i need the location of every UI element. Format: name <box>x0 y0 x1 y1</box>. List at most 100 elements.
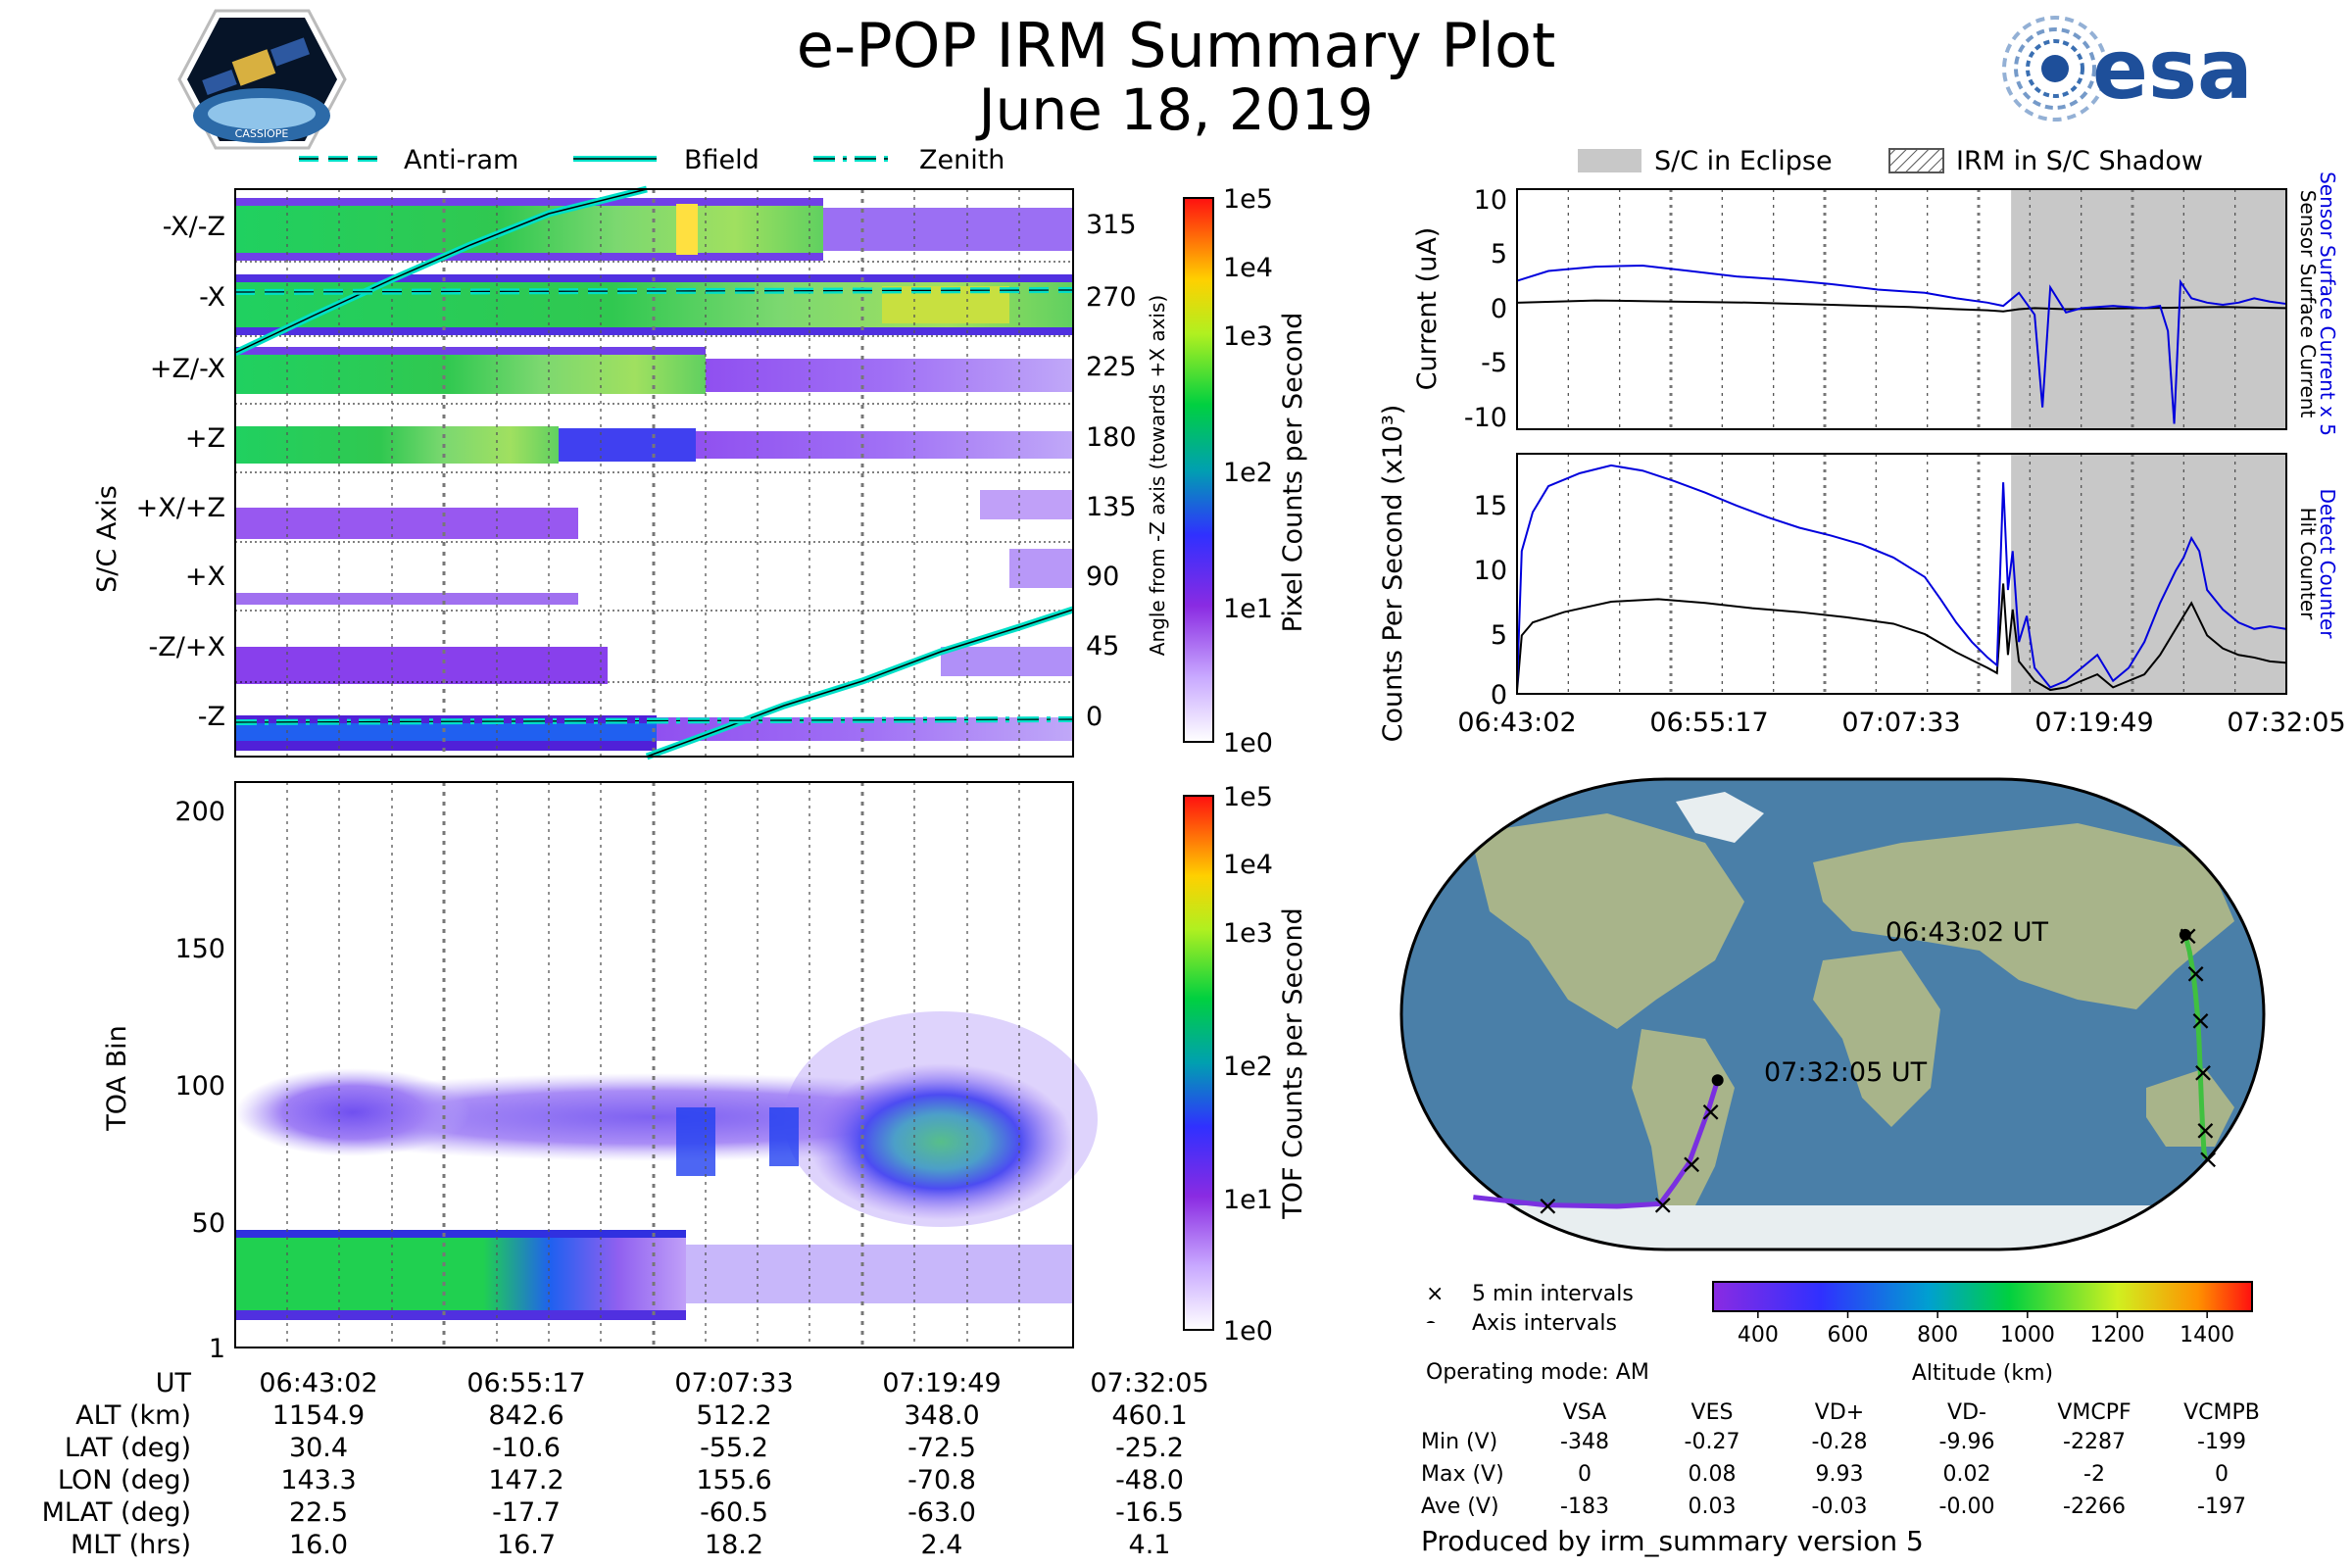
cb-tick: 1e4 <box>1223 253 1273 283</box>
ephemeris-cell: 07:32:05 <box>1090 1368 1209 1398</box>
voltage-cell: -2266 <box>2063 1494 2126 1519</box>
counts-plot <box>1516 453 2287 695</box>
ephemeris-cell: -72.5 <box>907 1433 976 1463</box>
voltage-row-label: Min (V) <box>1421 1430 1498 1454</box>
pixel-colorbar-label: Pixel Counts per Second <box>1278 313 1308 633</box>
five-min-marker: × <box>1699 1096 1722 1128</box>
tof-heatmap-area <box>234 781 1098 1348</box>
altitude-tick: 800 <box>1917 1323 1958 1348</box>
voltage-row-label: Ave (V) <box>1421 1494 1499 1519</box>
ephemeris-table: UT 06:43:02 06:55:17 07:07:33 07:19:49 07:32:… <box>29 1367 1253 1561</box>
voltage-cell: -199 <box>2197 1430 2246 1454</box>
angle-tick: 45 <box>1086 631 1119 662</box>
altitude-tick: 1200 <box>2090 1323 2145 1348</box>
ground-track-map: ×××××××××× 06:43:02 UT 07:32:05 UT × 5 m… <box>1399 777 2266 1323</box>
voltage-cell: -183 <box>1560 1494 1609 1519</box>
ephemeris-cell: -25.2 <box>1115 1433 1184 1463</box>
voltage-header: VD+ <box>1814 1400 1865 1425</box>
sc-axis-ylabel: S/C Axis <box>92 485 122 593</box>
cnt-tick: 0 <box>1491 680 1507 710</box>
ephemeris-cell: 2.4 <box>920 1530 963 1560</box>
ephemeris-row-label: UT <box>155 1368 191 1398</box>
altitude-tick: 1400 <box>2180 1323 2234 1348</box>
track-start-label: 06:43:02 UT <box>1886 917 2049 948</box>
ephemeris-cell: -16.5 <box>1115 1497 1184 1528</box>
cb-tick: 1e4 <box>1223 850 1273 880</box>
voltage-header: VSA <box>1562 1400 1607 1425</box>
ephemeris-cell: 143.3 <box>280 1465 357 1495</box>
ephemeris-cell: -55.2 <box>700 1433 768 1463</box>
angle-ticks: 315 270 225 180 135 90 45 0 <box>1086 210 1137 732</box>
track-segment-east <box>2182 934 2208 1159</box>
track-segment-west <box>1473 1079 1721 1209</box>
cur-black-series <box>1516 299 2286 313</box>
toa-tick: 100 <box>174 1071 225 1102</box>
cb-tick: 1e5 <box>1223 782 1273 812</box>
cb-tick: 1e2 <box>1223 458 1273 488</box>
cassiope-logo: CASSIOPE <box>177 9 347 150</box>
ephemeris-cell: 842.6 <box>488 1400 564 1431</box>
black-current-label: Sensor Surface Current <box>2296 190 2320 418</box>
legend-eclipse: S/C in Eclipse <box>1654 146 1833 176</box>
cur-blue-series <box>1516 264 2286 424</box>
track-end-label: 07:32:05 UT <box>1764 1057 1928 1088</box>
angle-tick: 270 <box>1086 282 1137 313</box>
operating-mode: Operating mode: AM <box>1426 1360 1649 1385</box>
plot-title: e-POP IRM Summary Plot <box>796 10 1556 81</box>
hit-counter-label: Hit Counter <box>2296 508 2320 620</box>
voltage-cell: -348 <box>1560 1430 1609 1454</box>
ephemeris-cell: 512.2 <box>696 1400 772 1431</box>
ground-track <box>1473 934 2208 1209</box>
ephemeris-cell: 16.7 <box>496 1530 557 1560</box>
axis-label: -Z/+X <box>149 632 225 662</box>
cnt-tick: 15 <box>1474 491 1507 521</box>
ephemeris-cell: -60.5 <box>700 1497 768 1528</box>
voltage-cell: 9.93 <box>1815 1462 1864 1487</box>
five-min-marker: × <box>1651 1188 1674 1220</box>
ephemeris-cell: 07:19:49 <box>882 1368 1002 1398</box>
voltage-header: VD- <box>1947 1400 1986 1425</box>
cur-tick: -5 <box>1481 348 1507 378</box>
cb-tick: 1e2 <box>1223 1052 1273 1082</box>
cb-tick: 1e0 <box>1223 728 1273 759</box>
ephemeris-cell: 147.2 <box>488 1465 564 1495</box>
axis-marker <box>1711 1074 1724 1087</box>
voltage-cell: 0 <box>2215 1462 2229 1487</box>
altitude-tick: 600 <box>1828 1323 1869 1348</box>
blue-current-label: Sensor Surface Current x 5 <box>2316 172 2339 436</box>
voltage-cell: 0.03 <box>1688 1494 1737 1519</box>
five-min-marker: × <box>1680 1148 1702 1180</box>
cnt-blue-series <box>1516 464 2286 689</box>
cnt-tick: 10 <box>1474 556 1507 586</box>
cb-tick: 1e3 <box>1223 321 1273 352</box>
altitude-colorbar: 400 600 800 1000 1200 1400 Altitude (km) <box>1712 1281 2253 1386</box>
toa-tick: 150 <box>174 934 225 964</box>
detect-counter-label: Detect Counter <box>2316 489 2339 640</box>
ephemeris-row-label: MLAT (deg) <box>41 1497 191 1528</box>
track-markers: ×××××××××× <box>1537 919 2220 1222</box>
ephemeris-cell: -70.8 <box>907 1465 976 1495</box>
cur-tick: 0 <box>1491 294 1507 324</box>
ephemeris-row-label: LON (deg) <box>57 1465 191 1495</box>
five-min-marker: × <box>2196 1143 2219 1175</box>
shadow-legend-swatch <box>1888 148 1944 173</box>
ephemeris-cell: 460.1 <box>1111 1400 1188 1431</box>
axis-label: +X/+Z <box>136 493 225 523</box>
five-min-marker: × <box>2189 1004 2212 1036</box>
cb-tick: 1e0 <box>1223 1316 1273 1347</box>
angle-ylabel: Angle from -Z axis (towards +X axis) <box>1146 295 1169 656</box>
voltage-cell: -0.00 <box>1938 1494 1995 1519</box>
cur-tick: 5 <box>1491 239 1507 270</box>
ephemeris-cell: 30.4 <box>288 1433 349 1463</box>
legend-shadow: IRM in S/C Shadow <box>1956 146 2203 176</box>
current-ylabel: Current (uA) <box>1412 227 1443 391</box>
ephemeris-cell: 07:07:33 <box>674 1368 794 1398</box>
ephemeris-cell: 22.5 <box>288 1497 349 1528</box>
ephemeris-cell: 348.0 <box>904 1400 980 1431</box>
eclipse-legend-swatch <box>1578 149 1642 172</box>
five-min-marker: × <box>2191 1056 2214 1089</box>
ephemeris-cell: -48.0 <box>1115 1465 1184 1495</box>
cur-tick: 10 <box>1474 185 1507 216</box>
voltage-cell: -197 <box>2197 1494 2246 1519</box>
